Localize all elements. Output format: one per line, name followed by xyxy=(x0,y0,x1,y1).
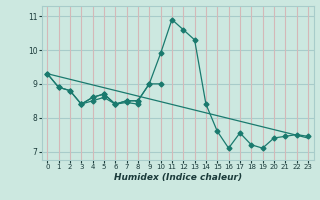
X-axis label: Humidex (Indice chaleur): Humidex (Indice chaleur) xyxy=(114,173,242,182)
